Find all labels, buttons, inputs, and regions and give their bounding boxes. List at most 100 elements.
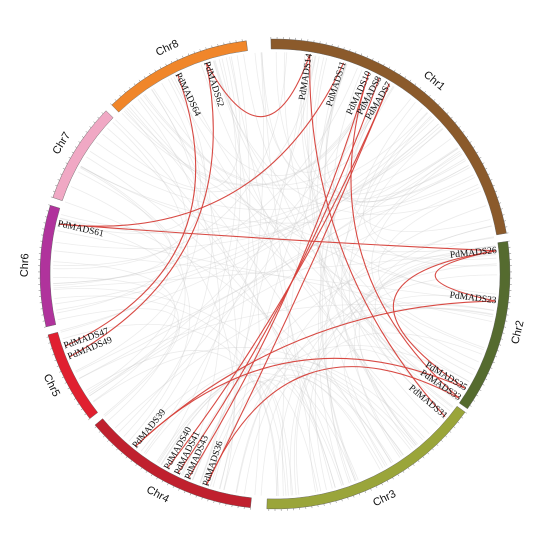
synteny-link xyxy=(363,107,497,267)
scale-tick xyxy=(59,371,62,373)
scale-tick xyxy=(502,214,505,216)
chromosome-arc-chr1 xyxy=(270,38,507,236)
scale-tick xyxy=(145,470,148,473)
synteny-link xyxy=(80,165,235,491)
scale-tick xyxy=(184,491,186,494)
scale-tick xyxy=(207,499,209,502)
synteny-link xyxy=(140,363,404,456)
scale-tick xyxy=(428,94,431,97)
synteny-link xyxy=(140,97,497,295)
scale-tick xyxy=(476,394,479,397)
scale-tick xyxy=(195,495,197,498)
chromosome-label: Chr6 xyxy=(19,253,32,277)
synteny-link xyxy=(123,77,379,186)
chromosome-label: Chr3 xyxy=(371,488,398,509)
scale-tick xyxy=(167,483,169,486)
synteny-link xyxy=(319,76,377,481)
scale-tick xyxy=(89,126,92,128)
scale-tick xyxy=(492,361,495,364)
synteny-link xyxy=(341,101,416,457)
synteny-link xyxy=(300,53,479,363)
duplication-link xyxy=(58,62,345,227)
duplication-link xyxy=(205,83,390,486)
chromosome-label: Chr1 xyxy=(421,69,447,93)
scale-tick xyxy=(440,439,443,442)
scale-tick xyxy=(133,83,136,86)
scale-tick xyxy=(492,184,495,187)
synteny-link xyxy=(358,225,492,449)
synteny-link xyxy=(54,250,496,303)
duplication-link xyxy=(309,54,446,418)
scale-tick xyxy=(138,79,141,82)
scale-tick xyxy=(417,460,420,463)
scale-tick xyxy=(102,435,105,438)
synteny-link xyxy=(96,55,316,193)
scale-tick xyxy=(65,162,68,164)
synteny-link xyxy=(158,374,319,492)
chromosome-arc-chr5 xyxy=(47,331,98,419)
chromosome-label: Chr7 xyxy=(50,130,73,157)
scale-tick xyxy=(490,367,493,369)
scale-tick xyxy=(101,112,104,114)
synteny-link xyxy=(235,376,381,493)
synteny-link xyxy=(180,72,465,391)
synteny-link xyxy=(133,357,423,446)
scale-tick xyxy=(201,497,203,500)
synteny-link xyxy=(348,115,432,446)
synteny-link xyxy=(53,67,358,287)
synteny-link xyxy=(354,236,494,458)
synteny-link xyxy=(131,104,460,399)
synteny-link xyxy=(151,89,238,490)
synteny-link xyxy=(369,127,495,246)
scale-tick xyxy=(50,196,53,198)
scale-tick xyxy=(473,400,476,402)
synteny-link xyxy=(276,252,497,496)
synteny-link xyxy=(75,164,469,373)
synteny-link xyxy=(324,63,439,426)
scale-tick xyxy=(48,204,51,206)
scale-tick xyxy=(419,87,422,89)
scale-tick xyxy=(199,49,201,52)
synteny-link xyxy=(289,308,494,496)
scale-tick xyxy=(500,208,503,210)
scale-tick xyxy=(213,500,215,503)
synteny-link xyxy=(60,123,439,332)
scale-tick xyxy=(476,151,479,154)
scale-tick xyxy=(495,356,498,358)
scale-tick xyxy=(54,359,57,362)
synteny-link xyxy=(200,64,425,439)
synteny-link xyxy=(374,248,496,400)
scale-tick xyxy=(78,141,81,143)
scale-tick xyxy=(149,72,151,75)
synteny-link xyxy=(87,122,189,393)
synteny-link xyxy=(121,78,381,187)
scale-tick xyxy=(74,146,77,148)
synteny-link xyxy=(244,263,497,494)
scale-tick xyxy=(77,403,80,406)
scale-tick xyxy=(80,408,83,411)
scale-tick xyxy=(124,90,126,93)
scale-tick xyxy=(473,146,476,148)
chromosome-ring xyxy=(38,37,512,511)
scale-tick xyxy=(130,460,133,463)
scale-tick xyxy=(46,336,49,338)
scale-tick xyxy=(182,55,184,58)
scale-tick xyxy=(445,435,448,438)
synteny-link xyxy=(293,274,497,496)
scale-tick xyxy=(438,103,440,106)
scale-tick xyxy=(397,474,400,477)
scale-tick xyxy=(52,354,55,356)
scale-tick xyxy=(432,448,434,451)
synteny-link xyxy=(324,63,454,407)
scale-tick xyxy=(94,426,97,429)
synteny-link xyxy=(316,61,392,464)
scale-tick xyxy=(497,196,500,198)
scale-tick xyxy=(370,488,372,491)
synteny-link xyxy=(306,55,470,383)
scale-tick xyxy=(193,51,195,54)
gene-label: PdMADS14 xyxy=(298,53,315,101)
scale-tick xyxy=(364,491,366,494)
scale-tick xyxy=(61,376,64,379)
synteny-link xyxy=(128,106,388,466)
synteny-link xyxy=(349,83,491,232)
